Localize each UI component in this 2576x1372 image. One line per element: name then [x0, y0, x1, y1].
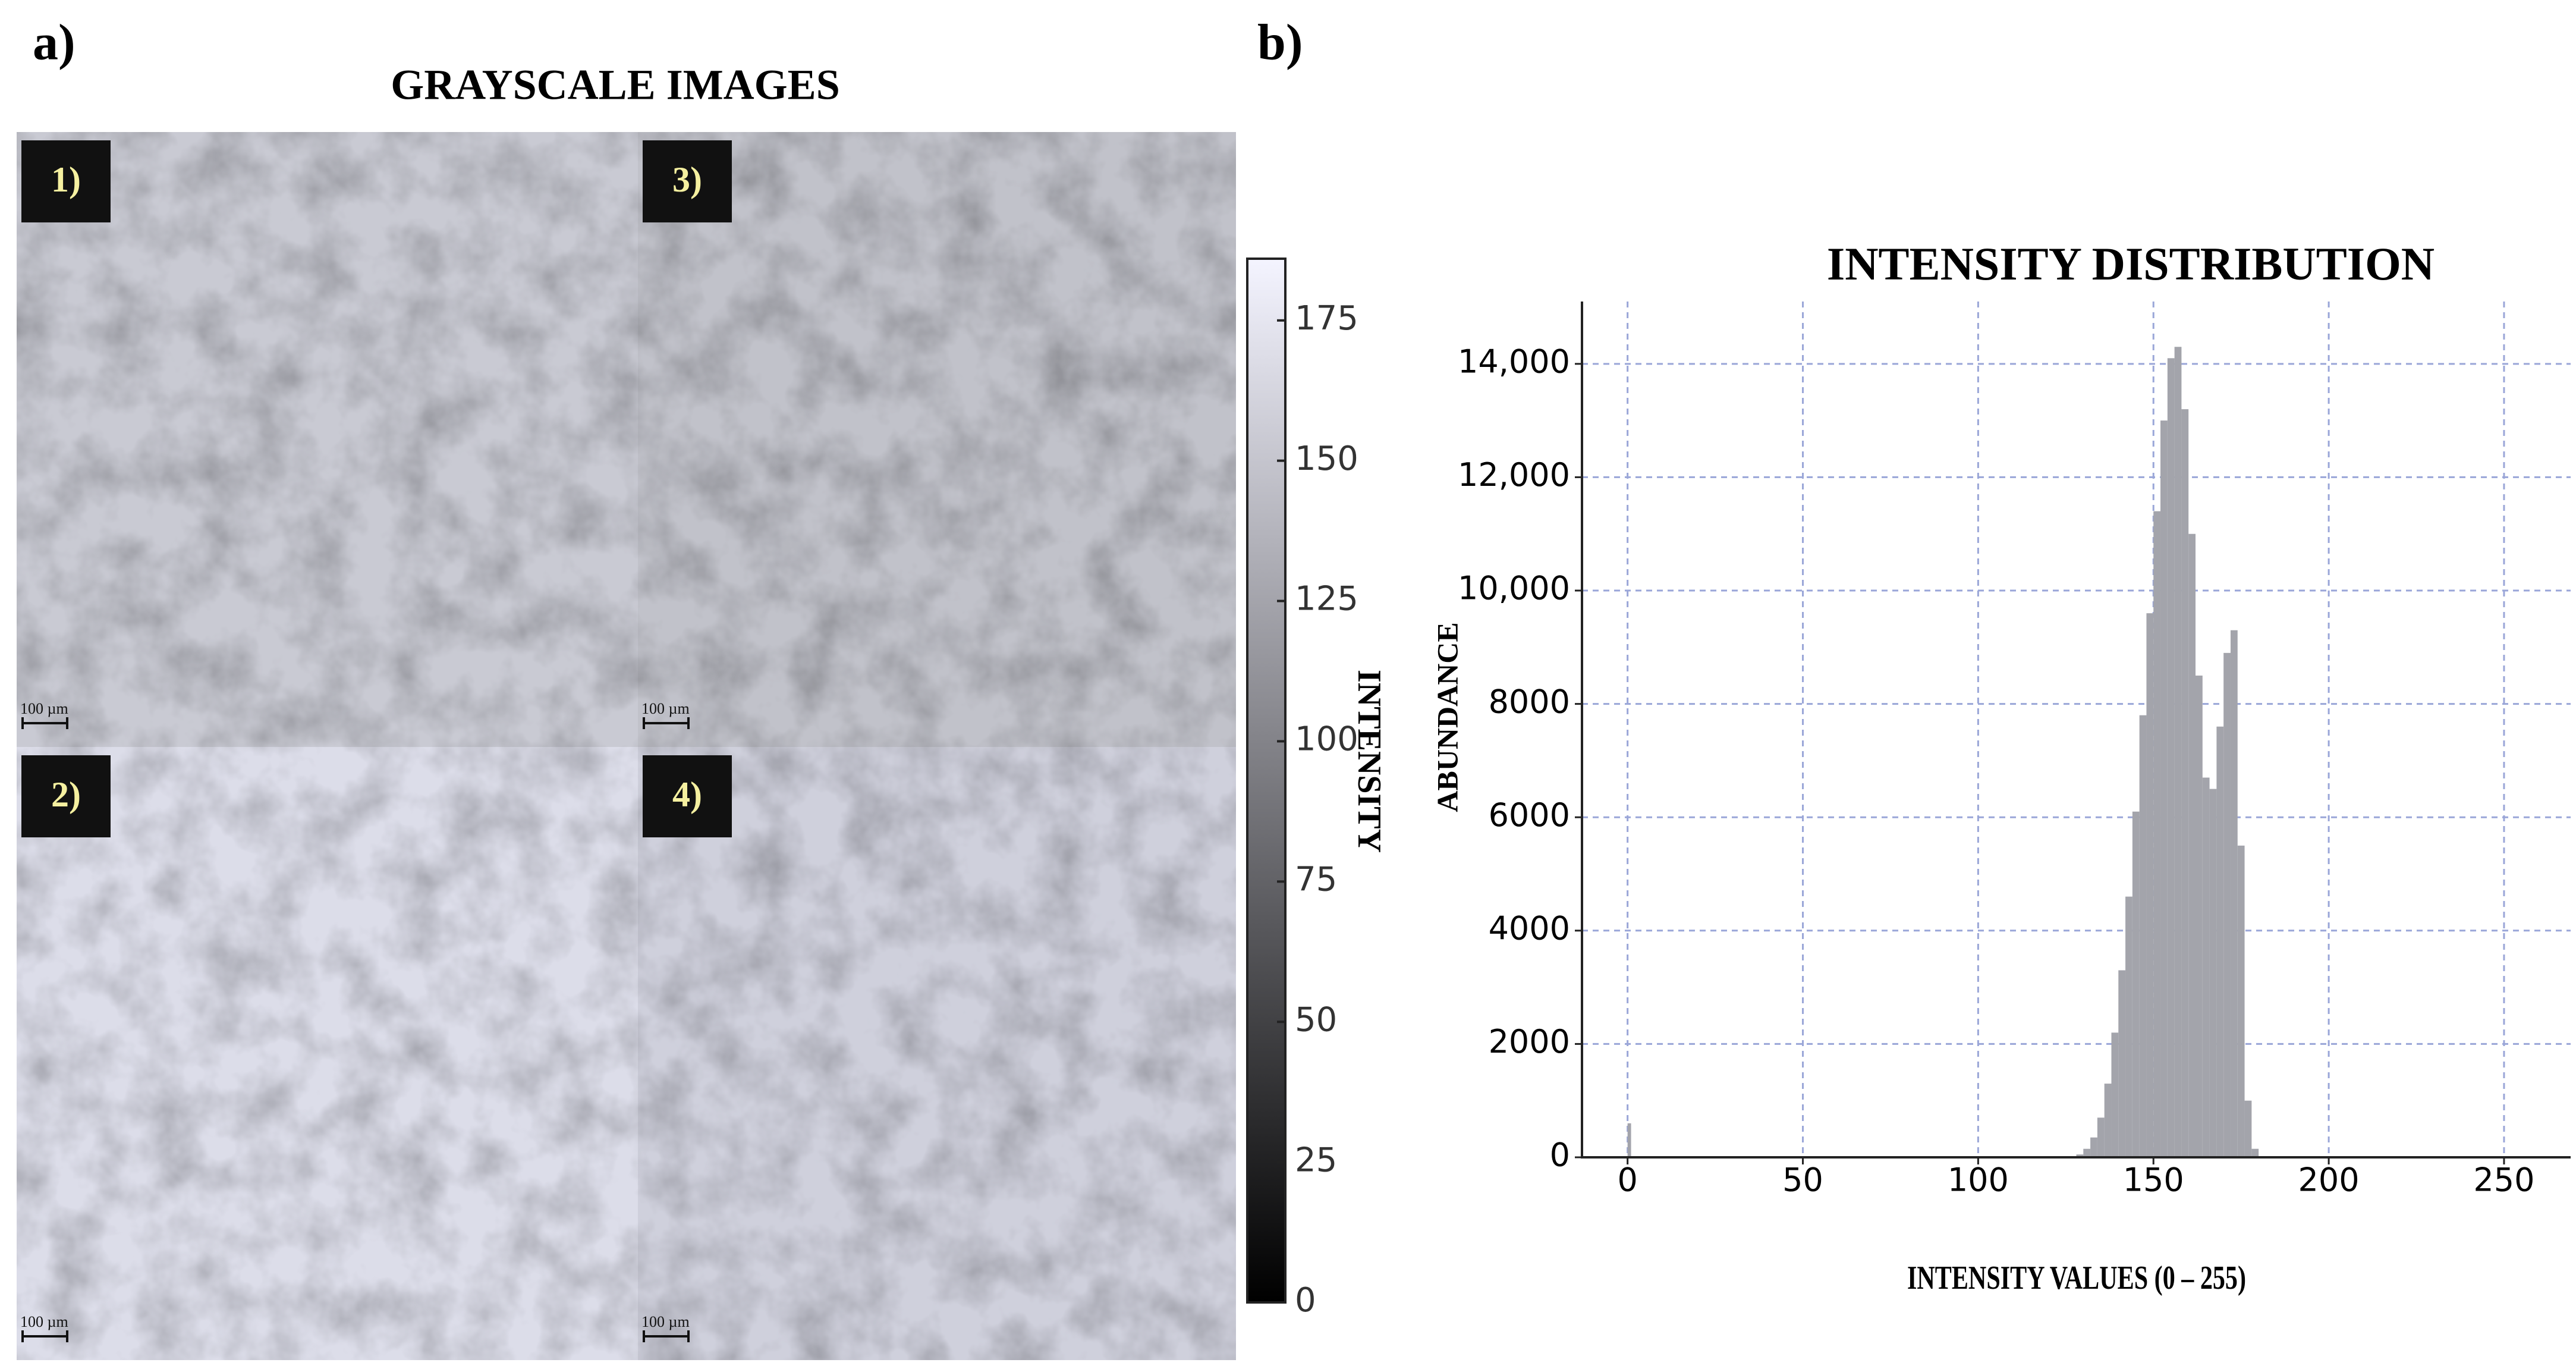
histogram-bar [2118, 970, 2126, 1157]
scale-bar-label: 100 µm [641, 1313, 690, 1330]
histogram-bar [2167, 358, 2175, 1157]
scale-bar [21, 717, 68, 729]
x-axis-label: INTENSITY VALUES (0 – 255) [1907, 1260, 2246, 1296]
colorbar-label: INTENSITY [1351, 670, 1388, 853]
tile-label: 1) [51, 160, 81, 199]
images-title: GRAYSCALE IMAGES [391, 61, 840, 109]
histogram-bar [2223, 652, 2231, 1157]
colorbar-tick-label: 50 [1295, 1000, 1337, 1039]
histogram-bar [2083, 1148, 2091, 1157]
colorbar-gradient [1246, 258, 1287, 1304]
y-axis-label: ABUNDANCE [1430, 622, 1464, 812]
histogram-bar [2104, 1084, 2112, 1157]
tile-label: 4) [672, 775, 702, 814]
histogram-bar [2237, 845, 2245, 1157]
micrograph [17, 132, 638, 747]
colorbar-tick-label: 0 [1295, 1281, 1316, 1320]
histogram-bar [2230, 630, 2238, 1157]
panel-label: b) [1257, 14, 1303, 71]
histogram-bar [2146, 613, 2154, 1157]
histogram-bar [2181, 409, 2189, 1158]
histogram-bar [2188, 533, 2196, 1157]
y-tick-label: 14,000 [1458, 343, 1570, 380]
x-tick-label: 100 [1948, 1161, 2009, 1199]
histogram-bar [2153, 511, 2161, 1157]
colorbar: 0 25 50 75 100 125 150 175 INTENSITY [1246, 258, 1388, 1320]
micrograph [638, 747, 1236, 1360]
micrograph [638, 132, 1236, 747]
y-tick-label: 4000 [1489, 909, 1570, 947]
histogram-bar [2244, 1100, 2252, 1157]
scale-bar-label: 100 µm [20, 1313, 68, 1330]
image-grid: 1) 100 µm 2) 100 µm 3) 100 µm 4) 100 µm [17, 132, 1236, 1360]
colorbar-tick-label: 125 [1295, 580, 1358, 619]
histogram-bar [2196, 675, 2203, 1157]
scale-bar [643, 1330, 690, 1342]
x-tick-label: 50 [1782, 1161, 1823, 1199]
colorbar-tick-label: 175 [1295, 299, 1358, 338]
histogram-bar [2132, 811, 2140, 1157]
tile-label-box [643, 140, 732, 222]
histogram-bar [2111, 1032, 2119, 1157]
tile-label: 2) [51, 775, 81, 814]
histogram-bar [2202, 777, 2210, 1157]
scale-bar-label: 100 µm [20, 700, 68, 717]
histogram-bar [2174, 347, 2182, 1157]
y-tick-label: 0 [1550, 1136, 1570, 1174]
axis-line [1581, 302, 2571, 1158]
x-tick-label: 0 [1617, 1161, 1637, 1199]
histogram-bar [2090, 1137, 2097, 1157]
y-tick-label: 2000 [1489, 1023, 1570, 1060]
y-tick-label: 12,000 [1458, 456, 1570, 494]
histogram-bar [2209, 789, 2217, 1157]
tile-label-box [21, 755, 111, 837]
tile-label: 3) [672, 160, 702, 199]
panel-label: a) [33, 14, 76, 71]
histogram-bar [2076, 1154, 2084, 1157]
scale-bar [21, 1330, 68, 1342]
y-tick-label: 8000 [1489, 683, 1570, 720]
histogram-bar [2251, 1148, 2259, 1157]
scale-bar [643, 717, 690, 729]
colorbar-tick-label: 75 [1295, 860, 1337, 899]
histogram: INTENSITY DISTRIBUTION020004000600080001… [1430, 238, 2571, 1296]
chart-title: INTENSITY DISTRIBUTION [1827, 238, 2435, 290]
y-tick-label: 10,000 [1458, 570, 1570, 607]
histogram-bar [2216, 726, 2224, 1157]
histogram-bar [2125, 896, 2132, 1157]
x-tick-label: 150 [2123, 1161, 2184, 1199]
colorbar-tick-label: 25 [1295, 1141, 1337, 1179]
histogram-bar [2160, 420, 2168, 1157]
tile-label-box [21, 140, 111, 222]
histogram-bar [2097, 1117, 2105, 1157]
histogram-bar [1627, 1123, 1631, 1157]
micrograph [17, 747, 638, 1360]
x-tick-label: 200 [2298, 1161, 2360, 1199]
y-tick-label: 6000 [1489, 796, 1570, 834]
tile-label-box [643, 755, 732, 837]
colorbar-tick-label: 150 [1295, 439, 1358, 478]
histogram-bar [2139, 715, 2147, 1157]
scale-bar-label: 100 µm [641, 700, 690, 717]
x-tick-label: 250 [2473, 1161, 2534, 1199]
colorbar-tick-label: 100 [1295, 720, 1358, 759]
